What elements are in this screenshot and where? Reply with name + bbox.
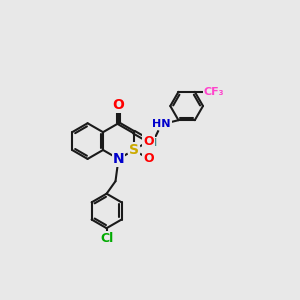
- Circle shape: [100, 232, 113, 245]
- Text: Cl: Cl: [100, 232, 113, 245]
- Text: O: O: [143, 135, 154, 148]
- Circle shape: [113, 100, 124, 110]
- Circle shape: [143, 136, 154, 146]
- Circle shape: [128, 143, 140, 157]
- Circle shape: [155, 118, 167, 130]
- Text: O: O: [112, 98, 124, 112]
- Text: N: N: [113, 152, 124, 166]
- Circle shape: [143, 154, 154, 164]
- Text: CF₃: CF₃: [204, 87, 224, 97]
- Circle shape: [206, 83, 222, 100]
- Text: H: H: [148, 138, 157, 148]
- Text: O: O: [143, 152, 154, 165]
- Text: HN: HN: [152, 119, 171, 129]
- Text: S: S: [129, 143, 139, 157]
- Circle shape: [148, 138, 157, 147]
- Circle shape: [112, 153, 124, 165]
